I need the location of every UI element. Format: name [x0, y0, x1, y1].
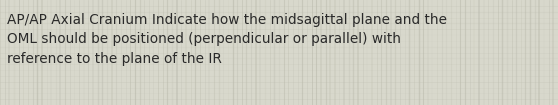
Text: AP/AP Axial Cranium Indicate how the midsagittal plane and the
OML should be pos: AP/AP Axial Cranium Indicate how the mid…	[7, 13, 447, 66]
